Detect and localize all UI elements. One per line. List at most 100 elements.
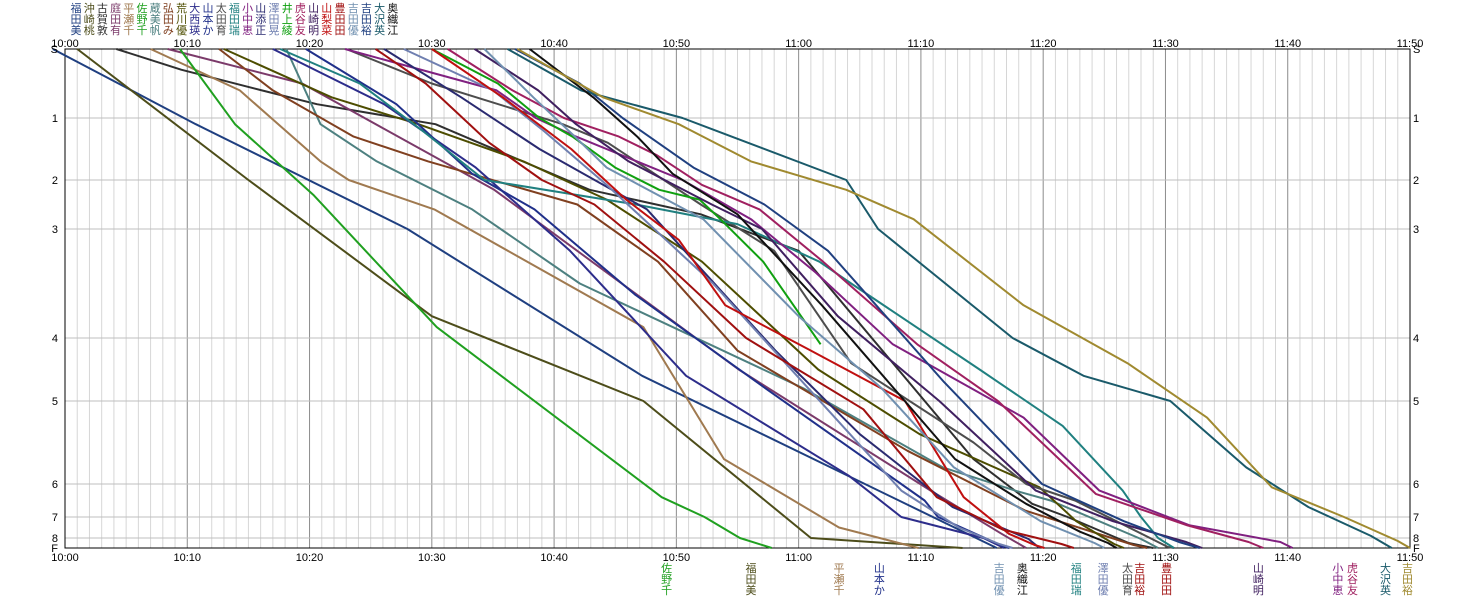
x-tick-label-top: 11:40 xyxy=(1274,38,1301,50)
bottom-name-char: 中 xyxy=(1332,573,1343,586)
series-line-22 xyxy=(483,48,1105,549)
top-name-char: 吉 xyxy=(361,2,372,15)
top-name-char: 田 xyxy=(110,13,121,26)
top-name-char: 賀 xyxy=(97,13,108,26)
bottom-name-char: 裕 xyxy=(1134,584,1145,597)
bottom-name-char: 吉 xyxy=(1134,562,1145,575)
bottom-name-char: 美 xyxy=(745,584,756,597)
bottom-name-char: 織 xyxy=(1017,573,1028,586)
top-name-char: 弘 xyxy=(163,2,174,15)
top-name-char: 桃 xyxy=(84,23,95,37)
top-name-char: 荒 xyxy=(176,2,187,15)
top-name-char: 晃 xyxy=(269,24,280,37)
top-name-char: 本 xyxy=(203,12,214,26)
top-name-char: 沖 xyxy=(84,2,95,15)
x-tick-label-bottom: 10:30 xyxy=(418,552,446,564)
x-tick-label-bottom: 11:40 xyxy=(1274,552,1301,564)
bottom-name-char: 福 xyxy=(745,561,756,575)
top-name-char: 恵 xyxy=(242,23,253,37)
x-tick-label-top: 11:10 xyxy=(908,38,935,50)
top-name-char: 野 xyxy=(137,13,148,26)
top-name-char: 織 xyxy=(387,13,398,26)
top-name-char: 山 xyxy=(321,2,332,15)
x-tick-label-bottom: 10:50 xyxy=(663,552,691,564)
bottom-name-char: 福 xyxy=(1071,561,1082,575)
top-name-char: み xyxy=(163,24,174,37)
top-name-char: 大 xyxy=(374,1,385,15)
bottom-name-char: 大 xyxy=(1380,561,1391,575)
top-name-char: 敦 xyxy=(97,23,108,37)
y-tick-label-right: 5 xyxy=(1413,396,1419,408)
x-tick-label-top: 10:00 xyxy=(51,38,79,50)
top-name-char: 山 xyxy=(308,2,319,15)
y-tick-label-right: 4 xyxy=(1413,333,1419,345)
top-name-char: 奥 xyxy=(387,1,398,15)
top-name-char: 英 xyxy=(374,23,385,37)
top-name-char: 添 xyxy=(255,12,266,26)
top-name-char: 田 xyxy=(361,13,372,26)
bottom-name-char: 田 xyxy=(994,573,1005,586)
x-tick-label-top: 10:50 xyxy=(663,38,691,50)
bottom-name-char: 友 xyxy=(1347,583,1358,597)
bottom-name-char: 山 xyxy=(874,562,885,575)
y-tick-label-left: 6 xyxy=(52,479,58,491)
bottom-name-char: 優 xyxy=(994,584,1005,597)
top-name-char: 千 xyxy=(123,24,134,37)
x-tick-label-bottom: 10:00 xyxy=(51,552,79,564)
bottom-name-char: か xyxy=(874,584,885,597)
top-name-char: 有 xyxy=(110,23,121,37)
series-line-26 xyxy=(516,48,1411,549)
top-name-char: 井 xyxy=(282,1,293,15)
y-tick-label-right: 3 xyxy=(1413,224,1419,236)
x-tick-label-top: 11:50 xyxy=(1397,38,1424,50)
series-line-17 xyxy=(431,48,822,345)
bottom-name-char: 田 xyxy=(745,573,756,586)
y-tick-label-left: 1 xyxy=(52,113,58,125)
top-name-char: 太 xyxy=(216,2,227,15)
x-tick-label-top: 10:10 xyxy=(174,38,202,50)
y-tick-label-right: F xyxy=(1413,543,1420,555)
bottom-name-char: 瑞 xyxy=(1071,583,1082,597)
x-tick-label-bottom: 10:40 xyxy=(540,552,568,564)
top-name-char: 千 xyxy=(137,24,148,37)
x-tick-label-bottom: 10:20 xyxy=(296,552,324,564)
bottom-name-char: 奥 xyxy=(1017,561,1028,575)
top-name-char: 田 xyxy=(269,13,280,26)
top-name-char: 育 xyxy=(216,23,227,37)
x-tick-label-top: 10:30 xyxy=(418,38,446,50)
series-line-21 xyxy=(375,48,1075,549)
minor-gridlines xyxy=(76,49,1399,548)
top-name-char: 友 xyxy=(295,23,306,37)
top-name-char: 平 xyxy=(123,2,134,15)
bottom-name-char: 千 xyxy=(833,584,844,597)
bottom-name-char: 虎 xyxy=(1347,562,1358,575)
y-tick-label-right: 1 xyxy=(1413,113,1419,125)
top-name-char: 庭 xyxy=(110,1,121,15)
series-line-16 xyxy=(403,48,1013,549)
y-tick-label-left: 2 xyxy=(52,175,58,187)
x-tick-label-top: 10:20 xyxy=(296,38,324,50)
x-tick-label-top: 11:20 xyxy=(1030,38,1057,50)
series-line-19 xyxy=(474,48,1203,549)
bottom-name-char: 田 xyxy=(1161,573,1172,586)
bottom-name-char: 平 xyxy=(833,562,844,575)
top-name-char: 沢 xyxy=(374,12,385,26)
x-tick-label-bottom: 11:50 xyxy=(1397,552,1424,564)
top-name-char: 豊 xyxy=(335,2,346,15)
y-tick-label-right: 8 xyxy=(1413,533,1419,545)
top-name-char: 蔵 xyxy=(150,2,161,15)
top-name-char: 崎 xyxy=(84,12,95,26)
bottom-name-labels: 佐野千福田美平瀬千山本か吉田優奥織江福田瑞澤田優太田育吉田裕豊田田山崎明小中恵虎… xyxy=(661,561,1413,597)
x-tick-label-bottom: 11:10 xyxy=(908,552,935,564)
series-line-15 xyxy=(383,48,1041,549)
y-tick-label-left: 7 xyxy=(52,512,58,524)
top-name-char: 田 xyxy=(163,13,174,26)
x-tick-label-bottom: 11:20 xyxy=(1030,552,1057,564)
top-name-char: 小 xyxy=(242,2,253,15)
top-name-char: 崎 xyxy=(308,12,319,26)
top-name-char: 美 xyxy=(71,24,82,37)
top-name-char: 綾 xyxy=(282,24,293,37)
bottom-name-char: 明 xyxy=(1253,584,1264,597)
series-line-1 xyxy=(52,48,998,549)
bottom-name-char: 千 xyxy=(661,584,672,597)
